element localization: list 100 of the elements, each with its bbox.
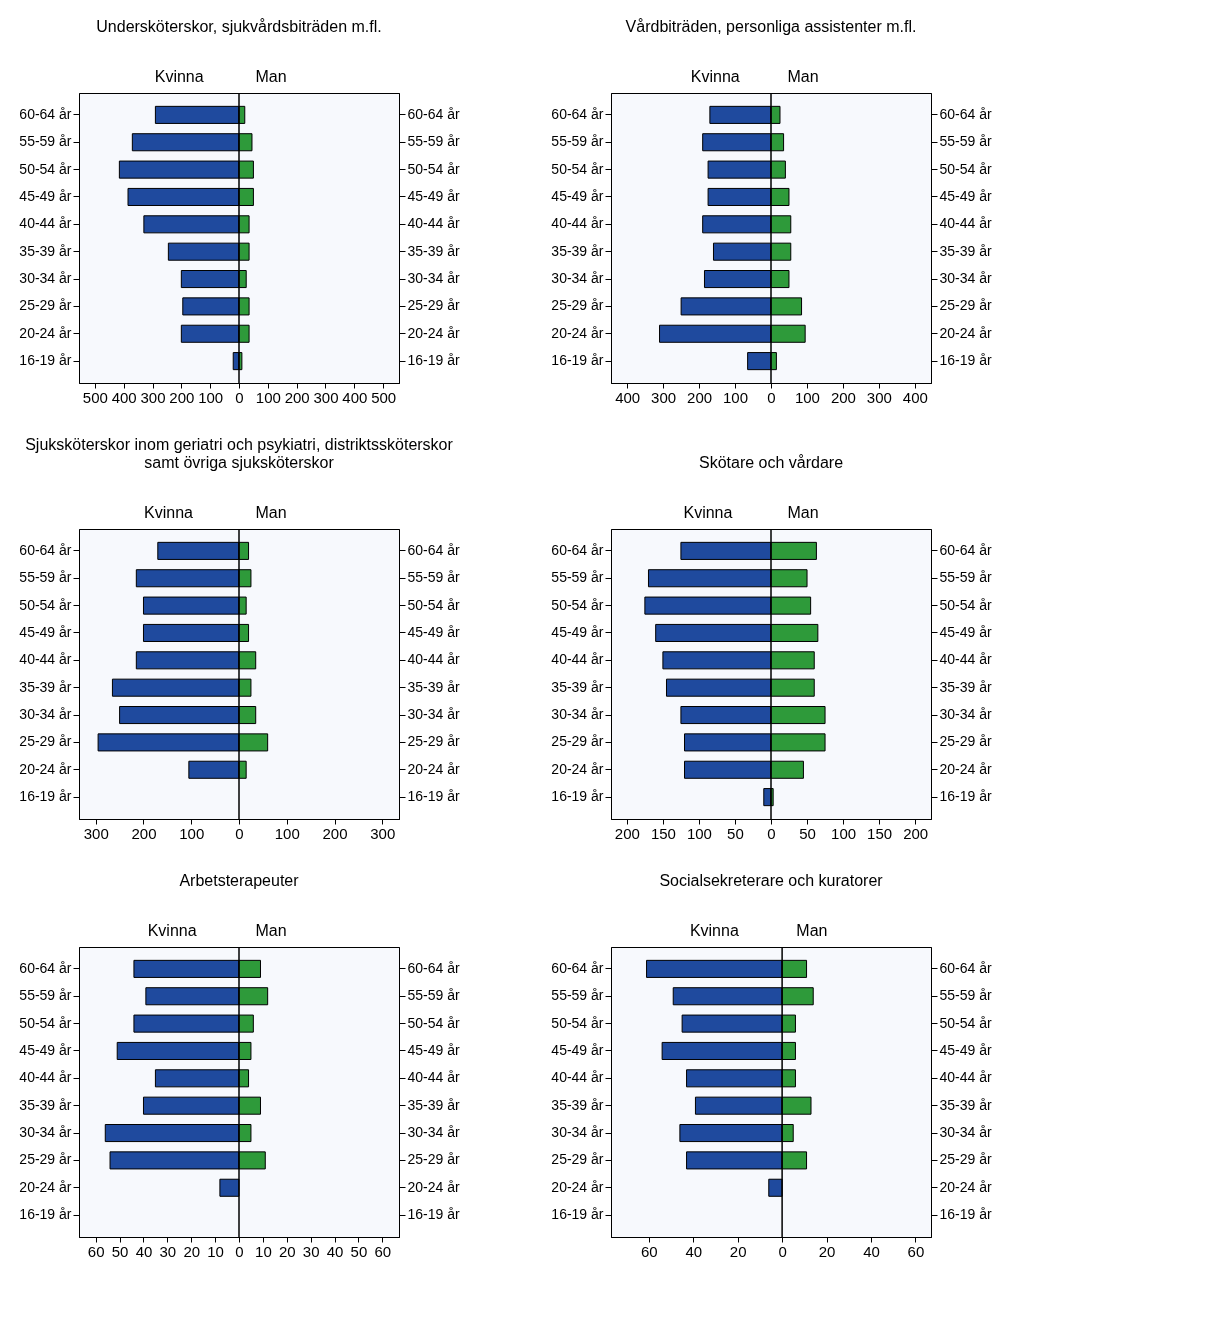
y-tick-label: 16-19 år [551,352,604,369]
x-tick-label: 200 [830,388,856,406]
x-tick-label: 0 [767,824,776,842]
x-tick-label: 300 [866,388,892,406]
x-tick-label: 300 [651,388,677,406]
y-tick-label: 35-39 år [19,678,72,695]
y-tick-label: 40-44 år [551,651,604,668]
y-tick-label: 60-64 år [551,541,604,558]
y-tick-label: 20-24 år [19,760,72,777]
y-tick-label: 20-24 år [19,1178,72,1195]
x-tick-label: 200 [131,824,157,842]
category-label: 50-54 år [407,160,460,177]
x-tick-label: 40 [135,1242,153,1260]
chart-title: Sjuksköterskor inom geriatri och psykiatri, distriktssköterskor samt övriga sjuksköterskor [25,436,454,471]
x-tick-label: 200 [903,824,929,842]
y-tick-label: 45-49 år [19,187,72,204]
y-tick-label: 60-64 år [551,105,604,122]
y-tick-label: 45-49 år [551,187,604,204]
y-tick-label: 45-49 år [939,1041,992,1058]
y-tick-label: 55-59 år [19,987,72,1004]
x-tick-label: 10 [207,1242,224,1260]
y-tick-label: 40-44 år [19,1069,72,1086]
x-tick-label: 200 [169,388,195,406]
category-label: 40-44 år [407,215,460,232]
x-tick-label: 300 [370,824,396,842]
y-tick-label: 60-64 år [19,105,72,122]
x-tick-label: 0 [235,824,244,842]
y-tick-label: 60-64 år [19,541,72,558]
y-tick-label: 35-39 år [939,1096,992,1113]
y-tick-label: 50-54 år [939,1014,992,1031]
y-tick-label: 16-19 år [939,1206,992,1223]
category-label: 55-59 år [407,133,460,150]
x-tick-label: 100 [198,388,224,406]
category-label: 50-54 år [407,596,460,613]
y-tick-label: 35-39 år [551,242,604,259]
y-tick-label: 60-64 år [19,959,72,976]
x-tick-label: 200 [687,388,713,406]
category-label: 35-39 år [407,242,460,259]
y-tick-label: 25-29 år [939,1151,992,1168]
y-tick-label: 25-29 år [551,733,604,750]
category-label: 30-34 år [407,1124,460,1141]
y-tick-label: 50-54 år [19,596,72,613]
category-label: 30-34 år [407,706,460,723]
series-label: Man [255,922,287,939]
series-label: Man [787,68,819,85]
y-tick-label: 40-44 år [551,215,604,232]
category-label: 20-24 år [407,760,460,777]
x-tick-label: 100 [274,824,300,842]
y-tick-label: 55-59 år [551,569,604,586]
series-label: Kvinna [144,504,194,521]
x-tick-label: 20 [818,1242,836,1260]
y-tick-label: 35-39 år [19,1096,72,1113]
category-label: 25-29 år [407,297,460,314]
y-tick-label: 30-34 år [551,270,604,287]
category-label: 40-44 år [407,1069,460,1086]
y-tick-label: 60-64 år [939,959,992,976]
y-tick-label: 20-24 år [551,324,604,341]
y-tick-label: 40-44 år [19,651,72,668]
x-tick-label: 500 [371,388,397,406]
category-label: 55-59 år [407,569,460,586]
category-label: 60-64 år [407,959,460,976]
category-label: 16-19 år [407,788,460,805]
y-tick-label: 55-59 år [939,987,992,1004]
x-tick-label: 300 [83,824,109,842]
category-label: 16-19 år [407,352,460,369]
x-tick-label: 100 [831,824,857,842]
x-tick-label: 500 [82,388,108,406]
x-tick-label: 200 [614,824,640,842]
series-label: Man [255,504,287,521]
category-label: 20-24 år [407,1178,460,1195]
y-tick-label: 50-54 år [19,1014,72,1031]
series-label: Kvinna [690,68,740,85]
category-label: 16-19 år [407,1206,460,1223]
x-tick-label: 200 [284,388,310,406]
category-label: 55-59 år [407,987,460,1004]
x-tick-label: 300 [313,388,339,406]
x-tick-label: 0 [767,388,776,406]
x-tick-label: 60 [640,1242,658,1260]
y-tick-label: 30-34 år [551,706,604,723]
chart-title: Vårdbiträden, personliga assistenter m.fl. [625,18,917,35]
x-tick-label: 400 [111,388,137,406]
x-tick-label: 60 [87,1242,105,1260]
x-tick-label: 150 [650,824,676,842]
y-tick-label: 16-19 år [19,1206,72,1223]
y-tick-label: 16-19 år [19,788,72,805]
x-tick-label: 40 [685,1242,703,1260]
x-tick-label: 60 [374,1242,392,1260]
category-label: 60-64 år [407,105,460,122]
series-label: Kvinna [147,922,197,939]
chart-title: Socialsekreterare och kuratorer [659,872,884,889]
x-tick-label: 400 [615,388,641,406]
category-label: 35-39 år [407,678,460,695]
y-tick-label: 20-24 år [939,1178,992,1195]
x-tick-label: 400 [902,388,928,406]
y-tick-label: 20-24 år [19,324,72,341]
series-label: Kvinna [154,68,204,85]
x-tick-label: 100 [794,388,820,406]
y-tick-label: 20-24 år [551,760,604,777]
category-label: 40-44 år [407,651,460,668]
x-tick-label: 50 [727,824,744,842]
